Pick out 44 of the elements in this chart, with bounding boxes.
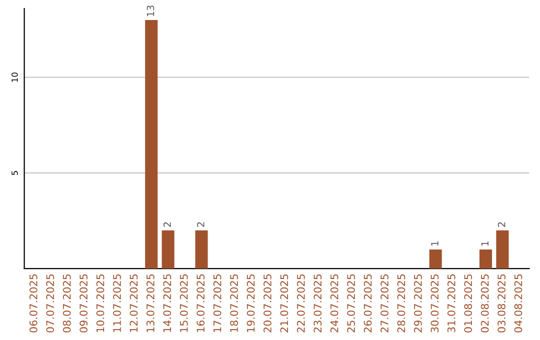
x-tick-label: 11.07.2025 [113,274,121,332]
x-tick-label: 29.07.2025 [414,274,422,332]
data-label: 2 [164,222,171,227]
x-tick-label: 12.07.2025 [130,274,138,332]
bar [145,20,158,269]
x-tick-label: 19.07.2025 [246,274,255,332]
x-tick-label: 16.07.2025 [196,274,205,332]
bar [496,230,509,269]
x-tick-label: 24.07.2025 [330,274,338,332]
y-tick-label: 10 [12,72,18,82]
data-label: 13 [146,6,154,16]
x-tick-label: 07.07.2025 [46,274,54,332]
bar [429,249,442,269]
bar [195,230,208,269]
x-tick-label: 10.07.2025 [96,274,104,332]
x-tick-label: 28.07.2025 [397,274,406,332]
data-label: 2 [196,222,204,227]
x-tick-label: 27.07.2025 [380,274,388,332]
bar [162,230,174,269]
x-tick-label: 25.07.2025 [347,274,356,332]
x-tick-label: 22.07.2025 [296,274,305,332]
x-tick-label: 18.07.2025 [230,274,238,332]
x-tick-label: 21.07.2025 [280,274,288,332]
data-label: 2 [498,222,506,227]
x-tick-label: 31.07.2025 [447,274,456,332]
x-tick-label: 23.07.2025 [314,274,322,332]
x-tick-label: 03.08.2025 [498,274,506,332]
x-tick-label: 30.07.2025 [430,274,439,332]
x-tick-label: 09.07.2025 [80,274,88,332]
x-tick-label: 26.07.2025 [364,274,372,332]
x-tick-label: 04.08.2025 [514,274,522,332]
x-tick-label: 20.07.2025 [264,274,272,332]
data-label: 1 [431,241,438,246]
y-tick-label: 5 [12,171,18,175]
x-tick-label: 08.07.2025 [62,274,71,332]
x-tick-label: 17.07.2025 [213,274,222,332]
x-tick-label: 14.07.2025 [163,274,172,332]
x-tick-label: 15.07.2025 [180,274,188,332]
x-tick-label: 13.07.2025 [146,274,154,332]
data-label: 1 [481,241,488,246]
x-tick-label: 01.08.2025 [464,274,472,332]
x-tick-label: 02.08.2025 [480,274,489,332]
x-tick-label: 06.07.2025 [29,274,38,332]
bar [479,249,492,269]
